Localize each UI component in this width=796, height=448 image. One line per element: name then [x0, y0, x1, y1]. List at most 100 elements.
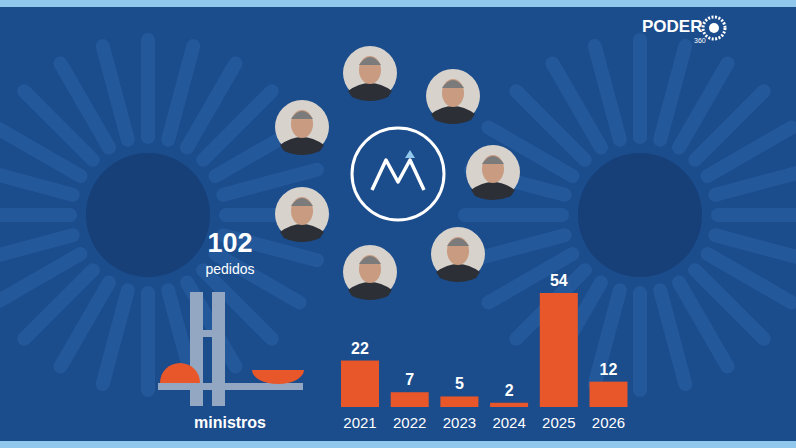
- congress-icon: [158, 292, 304, 406]
- sunburst-ray: [0, 235, 73, 260]
- background: [0, 0, 796, 448]
- sunburst-ray: [660, 290, 685, 384]
- data-label: 7: [405, 371, 414, 388]
- bars: [341, 293, 628, 407]
- portrait-face: [482, 155, 504, 183]
- portrait-suit: [348, 282, 392, 300]
- portrait-bg: [426, 69, 480, 123]
- sunburst-ray: [679, 283, 728, 367]
- sunburst-ray: [718, 208, 796, 222]
- sunburst-ray: [103, 46, 128, 140]
- portrait-bg: [343, 46, 397, 100]
- sunburst-ray: [471, 235, 565, 260]
- x-tick-label: 2023: [443, 414, 476, 431]
- subtitle: pedidos: [205, 261, 254, 277]
- sunburst-ray: [168, 46, 193, 140]
- portrait-face: [359, 56, 381, 84]
- bar: [590, 382, 628, 407]
- data-label: 12: [600, 361, 618, 378]
- x-tick-label: 2022: [393, 414, 426, 431]
- sunburst-ray: [141, 293, 155, 390]
- logo-dot: [709, 23, 719, 33]
- portrait-hair: [359, 256, 381, 264]
- bar: [391, 392, 429, 407]
- annotation: ministros: [194, 414, 266, 431]
- portrait-face: [359, 255, 381, 283]
- emblem-ring: [352, 128, 444, 220]
- data-label: 5: [455, 375, 464, 392]
- bottom-strip: [0, 441, 796, 448]
- portrait-suit: [471, 182, 515, 200]
- portrait-bg: [343, 245, 397, 299]
- sunburst-ray: [633, 40, 647, 137]
- sunburst: [0, 40, 323, 390]
- sunburst-ray: [0, 170, 73, 195]
- logo-number: 360: [694, 37, 706, 44]
- portrait-suit: [431, 106, 475, 124]
- sunburst-ray: [553, 63, 602, 147]
- portrait: [275, 187, 329, 242]
- portrait-bg: [275, 100, 329, 154]
- sunburst: [465, 40, 796, 390]
- portrait-bg: [431, 227, 485, 281]
- portrait-suit: [280, 137, 324, 155]
- sunburst-core: [86, 153, 210, 277]
- portrait: [343, 245, 397, 300]
- portrait-bg: [466, 145, 520, 199]
- portrait-hair: [291, 198, 313, 206]
- emblem-accent: [405, 150, 415, 158]
- emblem-m: [372, 160, 424, 190]
- portrait-hair: [359, 57, 381, 65]
- portrait-hair: [291, 111, 313, 119]
- portrait-hair: [442, 80, 464, 88]
- logo-mark: [703, 17, 725, 39]
- chart-root: PODER360102pedidosministros2220217202252…: [0, 0, 796, 448]
- sunburst-ray: [0, 208, 70, 222]
- sunburst-ray: [61, 63, 110, 147]
- tower-link: [203, 330, 212, 337]
- sunburst-ray: [0, 254, 80, 303]
- portrait: [343, 46, 397, 101]
- data-label: 2: [505, 382, 514, 399]
- top-strip: [0, 0, 796, 7]
- portrait-face: [291, 110, 313, 138]
- sunburst-ray: [715, 170, 796, 195]
- x-tick-label: 2025: [542, 414, 575, 431]
- portrait-suit: [280, 224, 324, 242]
- platform: [158, 383, 303, 390]
- portrait: [426, 69, 480, 124]
- sunburst-ray: [595, 46, 620, 140]
- data-label: 22: [351, 340, 369, 357]
- sunburst-core: [578, 153, 702, 277]
- portrait-face: [442, 79, 464, 107]
- portrait-suit: [348, 83, 392, 101]
- sunburst-ray: [465, 208, 562, 222]
- bar: [540, 293, 578, 407]
- x-tick-label: 2026: [592, 414, 625, 431]
- portrait-bg: [275, 187, 329, 241]
- bar: [440, 396, 478, 407]
- portrait-hair: [482, 156, 504, 164]
- bar: [341, 361, 379, 407]
- portrait-face: [291, 197, 313, 225]
- bowl: [252, 370, 304, 384]
- sunburst-ray: [595, 290, 620, 384]
- portrait: [431, 227, 485, 282]
- logo-name: PODER: [642, 17, 702, 36]
- sunburst-ray: [708, 128, 792, 177]
- bar: [490, 403, 528, 407]
- portrait-face: [447, 237, 469, 265]
- sunburst-ray: [715, 235, 796, 260]
- sunburst-ray: [660, 46, 685, 140]
- sunburst-ray: [141, 40, 155, 137]
- portrait: [466, 145, 520, 200]
- sunburst-ray: [103, 290, 128, 384]
- portrait: [275, 100, 329, 155]
- sunburst-ray: [633, 293, 647, 390]
- title: 102: [207, 228, 252, 258]
- logo-ring: [703, 17, 725, 39]
- dome: [160, 363, 200, 383]
- portrait-hair: [447, 238, 469, 246]
- portrait-suit: [436, 264, 480, 282]
- data-label: 54: [550, 272, 568, 289]
